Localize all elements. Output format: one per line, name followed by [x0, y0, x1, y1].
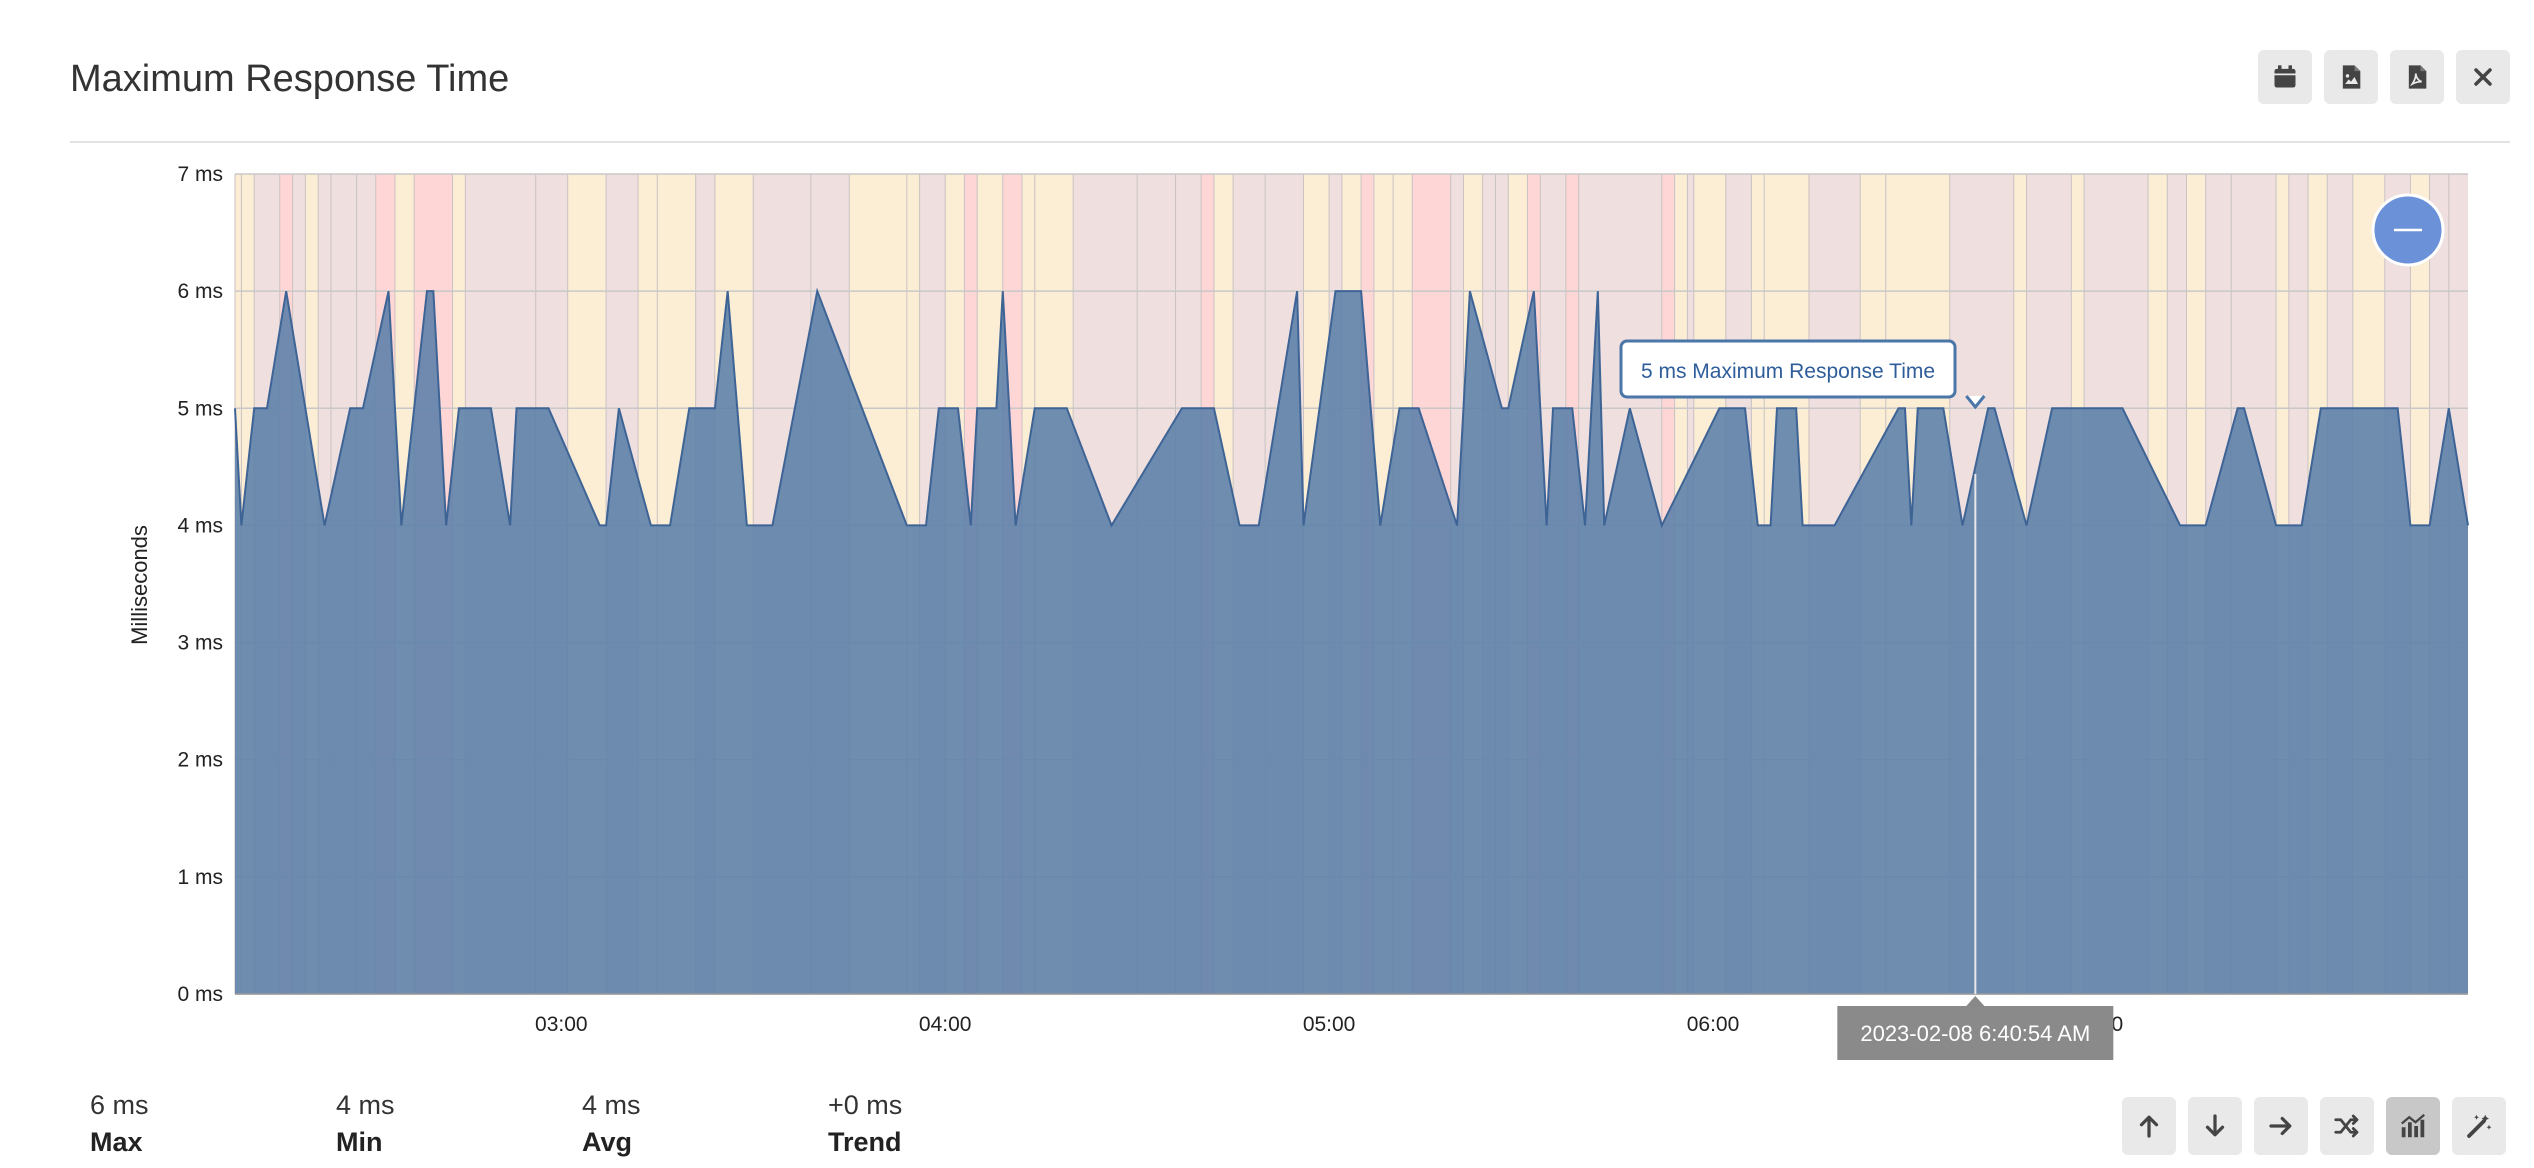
stat-avg: 4 ms Avg: [582, 1090, 782, 1158]
calendar-icon: [2274, 65, 2296, 88]
y-tick-label: 1 ms: [177, 866, 223, 889]
chart-icon: [2401, 1113, 2425, 1138]
stat-max: 6 ms Max: [90, 1090, 290, 1158]
x-tick-label: 06:00: [1687, 1013, 1740, 1036]
stat-min-label: Min: [336, 1127, 383, 1157]
series-line: [234, 287, 2469, 529]
arrow-up-icon: [2139, 1115, 2159, 1138]
tooltip-pointer: [1965, 395, 1986, 410]
auto-button[interactable]: [2452, 1097, 2506, 1155]
series-area-fill: [235, 291, 2468, 995]
stat-trend-value: +0 ms: [828, 1090, 903, 1120]
zoom-button[interactable]: [2371, 193, 2445, 267]
x-tick-label: 04:00: [919, 1013, 972, 1036]
y-tick-label: 3 ms: [177, 632, 223, 655]
crosshair-label: 2023-02-08 6:40:54 AM: [1860, 1021, 2090, 1046]
header-divider: [70, 141, 2510, 143]
steady-button[interactable]: [2254, 1097, 2308, 1155]
y-axis-ticks: 0 ms 1 ms 2 ms 3 ms 4 ms 5 ms 6 ms 7 ms: [177, 163, 223, 1006]
shuffle-button[interactable]: [2320, 1097, 2374, 1155]
chart-view-button[interactable]: [2386, 1097, 2440, 1155]
y-tick-label: 4 ms: [177, 514, 223, 537]
stat-trend: +0 ms Trend: [828, 1090, 1028, 1158]
crosshair: 2023-02-08 6:40:54 AM: [1837, 474, 2114, 1060]
stat-max-value: 6 ms: [90, 1090, 149, 1120]
tooltip-box: [1619, 339, 1957, 399]
stat-avg-label: Avg: [582, 1127, 633, 1157]
shuffle-icon: [2334, 1114, 2359, 1138]
close-icon: [2474, 68, 2492, 86]
y-tick-label: 5 ms: [177, 397, 223, 420]
chart-area: 0 ms 1 ms 2 ms 3 ms 4 ms 5 ms 6 ms 7 ms 03:00 04…: [0, 150, 2534, 1075]
export-image-button[interactable]: [2324, 50, 2378, 104]
response-time-chart: 0 ms 1 ms 2 ms 3 ms 4 ms 5 ms 6 ms 7 ms 03:00 04…: [127, 163, 2469, 1060]
tooltip-text: 5 ms Maximum Response Time: [1641, 360, 1935, 383]
sort-up-button[interactable]: [2122, 1097, 2176, 1155]
magic-wand-icon: [2467, 1114, 2492, 1138]
y-tick-label: 2 ms: [177, 749, 223, 772]
x-tick-label: 03:00: [535, 1013, 588, 1036]
y-axis-label: Milliseconds: [127, 525, 152, 645]
stat-max-label: Max: [90, 1127, 143, 1157]
y-tick-label: 7 ms: [177, 163, 223, 186]
arrow-right-icon: [2269, 1116, 2292, 1136]
x-tick-label: 05:00: [1303, 1013, 1356, 1036]
stat-min: 4 ms Min: [336, 1090, 536, 1158]
stat-min-value: 4 ms: [336, 1090, 395, 1120]
arrow-down-icon: [2205, 1114, 2225, 1137]
tooltip: 5 ms Maximum Response Time: [1619, 339, 1986, 410]
calendar-button[interactable]: [2258, 50, 2312, 104]
y-tick-label: 6 ms: [177, 280, 223, 303]
series-area: [234, 287, 2469, 995]
export-pdf-button[interactable]: [2390, 50, 2444, 104]
sort-down-button[interactable]: [2188, 1097, 2242, 1155]
stat-trend-label: Trend: [828, 1127, 902, 1157]
page-title: Maximum Response Time: [70, 58, 510, 100]
export-image-icon: [2342, 65, 2361, 89]
close-button[interactable]: [2456, 50, 2510, 104]
y-tick-label: 0 ms: [177, 983, 223, 1006]
crosshair-label-box: [1837, 1006, 2114, 1060]
crosshair-pointer: [1966, 996, 1985, 1006]
export-pdf-icon: [2408, 65, 2427, 89]
stat-avg-value: 4 ms: [582, 1090, 641, 1120]
